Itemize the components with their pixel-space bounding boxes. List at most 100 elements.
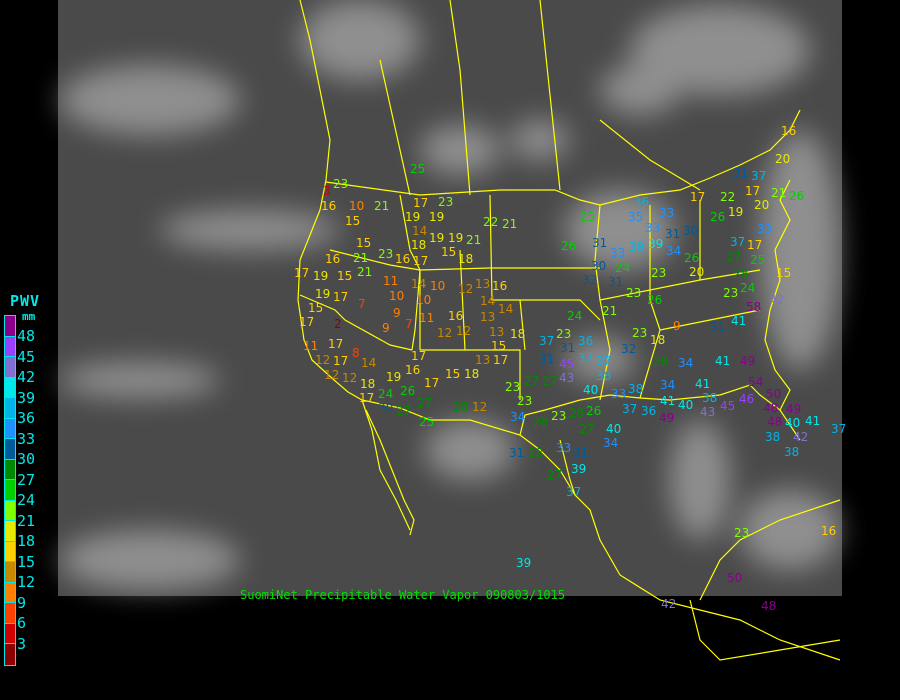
- station-pwv-value: 28: [453, 400, 468, 414]
- station-pwv-value: 20: [689, 265, 704, 279]
- station-pwv-value: 24: [740, 281, 755, 295]
- station-pwv-value: 11: [383, 274, 398, 288]
- station-pwv-value: 9: [673, 319, 681, 333]
- station-pwv-value: 15: [491, 339, 506, 353]
- station-pwv-value: 16: [448, 309, 463, 323]
- color-bar-segment: [5, 582, 15, 603]
- station-pwv-value: 19: [429, 231, 444, 245]
- station-pwv-value: 41: [805, 414, 820, 428]
- station-pwv-value: 31: [592, 236, 607, 250]
- station-pwv-value: 37: [751, 169, 766, 183]
- legend-label: 33: [17, 429, 36, 448]
- boundary-line: [379, 59, 411, 196]
- station-pwv-value: 40: [678, 398, 693, 412]
- legend-label: 21: [17, 511, 36, 530]
- station-pwv-value: 17: [333, 290, 348, 304]
- station-pwv-value: 19: [313, 269, 328, 283]
- station-pwv-value: 13: [489, 325, 504, 339]
- boundary-line: [297, 0, 363, 401]
- station-pwv-value: 18: [360, 377, 375, 391]
- station-pwv-value: 17: [359, 391, 374, 405]
- station-pwv-value: 16: [781, 124, 796, 138]
- boundary-line: [539, 0, 561, 191]
- station-pwv-value: 18: [458, 252, 473, 266]
- station-pwv-value: 34: [510, 410, 525, 424]
- boundary-line: [325, 109, 801, 206]
- station-pwv-value: 19: [728, 205, 743, 219]
- legend-label: 39: [17, 388, 36, 407]
- station-pwv-value: 38: [702, 391, 717, 405]
- station-pwv-value: 19: [405, 210, 420, 224]
- legend-label: 45: [17, 347, 36, 366]
- station-pwv-value: 16: [325, 252, 340, 266]
- station-pwv-value: 13: [480, 310, 495, 324]
- boundary-line: [519, 384, 801, 441]
- boundary-line: [299, 294, 413, 351]
- station-pwv-value: 27: [524, 374, 539, 388]
- station-pwv-value: 14: [412, 224, 427, 238]
- station-pwv-value: 28: [733, 267, 748, 281]
- station-pwv-value: 2: [334, 317, 342, 331]
- political-boundaries: [297, 0, 841, 661]
- color-bar-segment: [5, 459, 15, 480]
- station-pwv-value: 37: [566, 485, 581, 499]
- boundary-line: [599, 119, 701, 191]
- station-pwv-value: 19: [448, 231, 463, 245]
- legend-label: 27: [17, 470, 36, 489]
- legend-label: 15: [17, 552, 36, 571]
- station-pwv-value: 15: [337, 269, 352, 283]
- station-pwv-value: 48: [763, 401, 778, 415]
- station-pwv-value: 24: [378, 387, 393, 401]
- color-bar: [4, 315, 16, 666]
- color-bar-segment: [5, 521, 15, 542]
- boundary-line: [420, 349, 521, 400]
- station-pwv-value: 18: [464, 367, 479, 381]
- station-pwv-value: 23: [517, 394, 532, 408]
- station-pwv-value: 42: [661, 597, 676, 611]
- station-pwv-value: 19: [429, 210, 444, 224]
- station-pwv-value: 18: [510, 327, 525, 341]
- station-pwv-value: 41: [715, 354, 730, 368]
- station-pwv-value: 32: [621, 342, 636, 356]
- boundary-line: [361, 399, 411, 531]
- station-pwv-value: 13: [475, 277, 490, 291]
- station-pwv-value: 40: [606, 422, 621, 436]
- legend-label: 9: [17, 593, 27, 612]
- station-pwv-value: 26: [647, 293, 662, 307]
- station-pwv-value: 16: [405, 363, 420, 377]
- station-pwv-value: 26: [684, 251, 699, 265]
- station-pwv-value: 15: [441, 245, 456, 259]
- station-pwv-value: 12: [456, 324, 471, 338]
- color-bar-segment: [5, 377, 15, 398]
- station-pwv-value: 17: [294, 266, 309, 280]
- station-pwv-value: 9: [393, 306, 401, 320]
- station-pwv-value: 38: [629, 240, 644, 254]
- station-pwv-value: 20: [754, 198, 769, 212]
- color-bar-segment: [5, 500, 15, 521]
- station-pwv-value: 17: [413, 254, 428, 268]
- color-bar-segment: [5, 541, 15, 562]
- station-pwv-value: 25: [750, 253, 765, 267]
- station-pwv-value: 40: [785, 416, 800, 430]
- station-pwv-value: 14: [498, 302, 513, 316]
- station-pwv-value: 17: [424, 376, 439, 390]
- station-pwv-value: 38: [596, 369, 611, 383]
- station-pwv-value: 12: [315, 353, 330, 367]
- map-caption: SuomiNet Precipitable Water Vapor 090803…: [240, 588, 566, 602]
- station-pwv-value: 12: [324, 368, 339, 382]
- station-pwv-value: 39: [516, 556, 531, 570]
- station-pwv-value: 3: [323, 184, 331, 198]
- station-pwv-value: 38: [784, 445, 799, 459]
- station-pwv-value: 12: [342, 371, 357, 385]
- station-pwv-value: 18: [411, 238, 426, 252]
- station-pwv-value: 12: [437, 326, 452, 340]
- station-pwv-value: 18: [650, 333, 665, 347]
- legend-label: 42: [17, 368, 36, 386]
- station-pwv-value: 58: [746, 300, 761, 314]
- station-pwv-value: 30: [378, 401, 393, 415]
- boundary-line: [764, 179, 791, 411]
- station-pwv-value: 23: [632, 326, 647, 340]
- station-pwv-value: 42: [769, 293, 784, 307]
- station-pwv-value: 28: [528, 446, 543, 460]
- station-pwv-value: 23: [551, 409, 566, 423]
